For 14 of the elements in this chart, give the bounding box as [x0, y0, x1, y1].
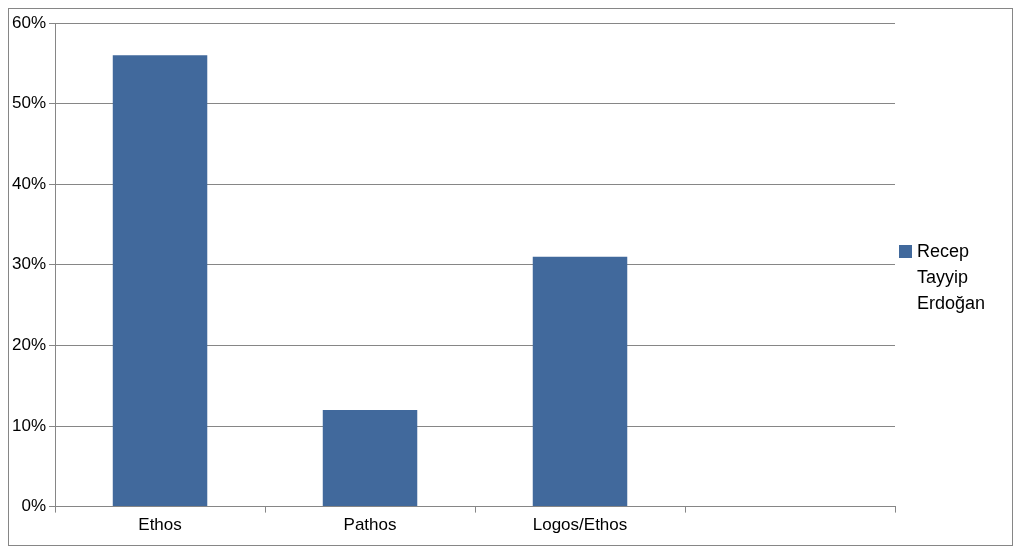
bar: [322, 409, 418, 507]
y-tick-label: 60%: [11, 12, 47, 32]
x-tick-label: Pathos: [343, 515, 397, 535]
x-tick-label: Ethos: [138, 515, 182, 535]
bar: [532, 256, 628, 507]
legend-label: Recep Tayyip Erdoğan: [917, 240, 987, 315]
y-tick-label: 30%: [11, 254, 47, 274]
y-tick-label: 20%: [11, 335, 47, 355]
y-tick-label: 10%: [11, 415, 47, 435]
y-tick-label: 50%: [11, 93, 47, 113]
y-tick-label: 40%: [11, 173, 47, 193]
x-tick-label: Logos/Ethos: [532, 515, 628, 535]
y-tick-label: 0%: [21, 496, 47, 516]
bar: [112, 55, 208, 507]
